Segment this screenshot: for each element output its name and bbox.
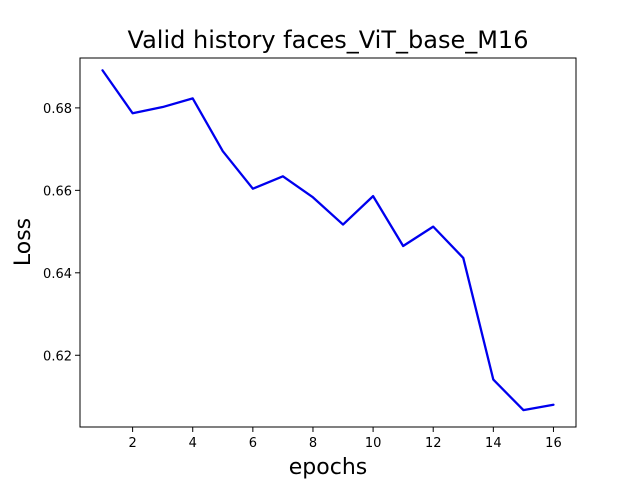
x-tick-label: 6: [249, 436, 257, 451]
y-tick-label: 0.64: [43, 267, 72, 282]
x-tick-label: 2: [128, 436, 136, 451]
x-tick-label: 8: [309, 436, 317, 451]
x-tick-label: 14: [485, 436, 502, 451]
x-axis-label: epochs: [289, 455, 367, 480]
series-line: [101, 69, 555, 412]
x-tick-label: 12: [425, 436, 442, 451]
y-axis-label: Loss: [11, 218, 36, 266]
x-tick-label: 4: [189, 436, 197, 451]
x-tick-label: 10: [365, 436, 382, 451]
x-axis: 2 4 6 8 10 12 14 16: [128, 427, 562, 451]
plot-frame: [79, 57, 577, 428]
x-tick-label: 16: [545, 436, 562, 451]
chart-title: Valid history faces_ViT_base_M16: [128, 26, 529, 54]
y-axis: 0.62 0.64 0.66 0.68: [43, 102, 80, 364]
y-tick-label: 0.66: [43, 184, 72, 199]
y-tick-label: 0.68: [43, 102, 72, 117]
y-tick-label: 0.62: [43, 349, 72, 364]
